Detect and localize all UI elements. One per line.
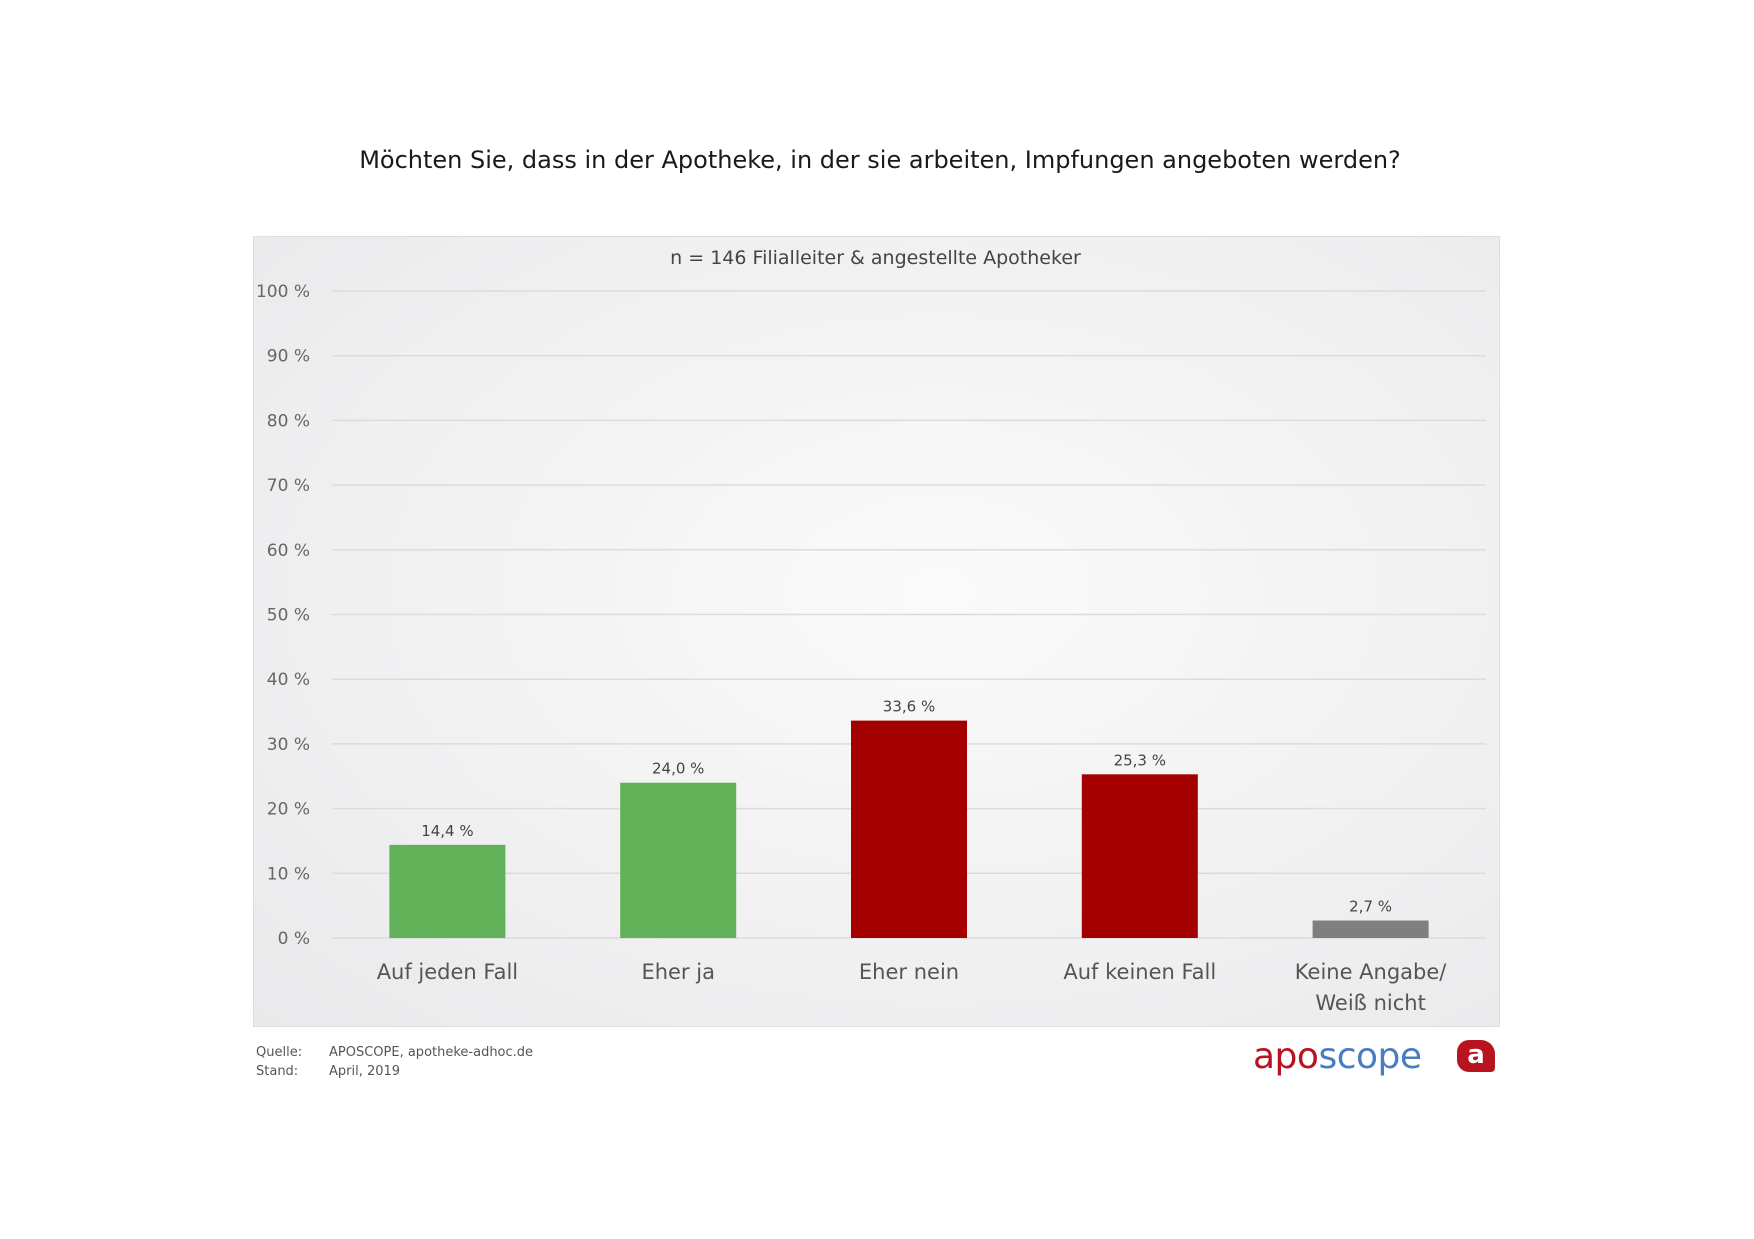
y-tick-label: 0 % <box>278 929 310 949</box>
y-tick-label: 60 % <box>267 541 310 561</box>
date-label: Stand: <box>256 1064 299 1079</box>
x-tick-label: Eher ja <box>641 960 715 984</box>
source-value: APOSCOPE, apotheke-adhoc.de <box>329 1045 534 1060</box>
data-label: 24,0 % <box>652 760 704 778</box>
bar <box>620 782 737 938</box>
data-label: 2,7 % <box>1349 898 1392 916</box>
bar <box>1312 920 1429 938</box>
bar <box>389 844 506 938</box>
data-label: 25,3 % <box>1114 751 1166 769</box>
chart-subtitle: n = 146 Filialleiter & angestellte Apoth… <box>670 247 1081 269</box>
data-label: 14,4 % <box>421 822 473 840</box>
y-tick-label: 70 % <box>267 476 310 496</box>
bar <box>851 720 967 938</box>
date-value: April, 2019 <box>329 1064 401 1079</box>
y-tick-label: 30 % <box>267 735 310 755</box>
logo-part-scope: scope <box>1318 1036 1422 1077</box>
bar <box>1081 774 1198 938</box>
x-tick-label: Keine Angabe/ <box>1295 960 1448 984</box>
y-tick-label: 100 % <box>256 282 310 302</box>
y-tick-label: 90 % <box>267 347 310 367</box>
y-tick-label: 50 % <box>267 606 310 626</box>
y-tick-label: 80 % <box>267 411 310 431</box>
x-tick-label: Weiß nicht <box>1315 991 1425 1015</box>
source-label: Quelle: <box>256 1045 303 1060</box>
chart-title: Möchten Sie, dass in der Apotheke, in de… <box>359 146 1401 174</box>
x-tick-label: Auf keinen Fall <box>1063 960 1216 984</box>
x-tick-label: Auf jeden Fall <box>377 960 518 984</box>
x-tick-label: Eher nein <box>859 960 959 984</box>
y-tick-label: 20 % <box>267 800 310 820</box>
aposcope-logo: aposcope <box>1253 1036 1422 1077</box>
data-label: 33,6 % <box>883 698 935 716</box>
y-tick-label: 10 % <box>267 864 310 884</box>
y-tick-label: 40 % <box>267 670 310 690</box>
logo-part-apo: apo <box>1253 1036 1319 1077</box>
apotheke-adhoc-icon: a <box>1457 1040 1495 1072</box>
